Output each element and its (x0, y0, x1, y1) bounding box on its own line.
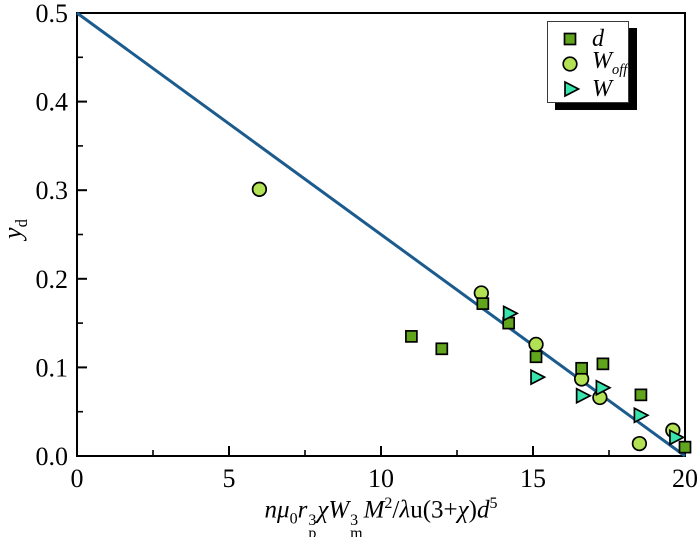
data-point-marker (563, 32, 577, 45)
data-point-marker (562, 55, 578, 72)
data-point-marker (405, 330, 418, 343)
y-tick-label: 0.3 (36, 176, 69, 205)
legend: d Woff W (547, 21, 629, 103)
y-axis-label: yd (0, 200, 34, 258)
data-point-marker (669, 428, 686, 446)
label-token: ) (468, 496, 477, 524)
plot-frame (76, 12, 686, 457)
x-axis-label: nμ0r 3 p χW 3 m M2/λu(3+χ)d5 (77, 494, 685, 537)
legend-item-w: W (548, 76, 628, 101)
x-tick-label: 10 (368, 464, 394, 493)
data-point-marker (575, 361, 588, 375)
label-token: χ (317, 496, 329, 524)
circle-marker-icon (557, 55, 583, 73)
label-token: (3+ (422, 496, 458, 524)
data-point-marker (596, 357, 610, 371)
label-token: W (328, 496, 350, 524)
y-tick-label: 0.1 (36, 353, 69, 382)
legend-label-w-off: Woff (592, 48, 628, 79)
legend-marker-canvas (562, 55, 578, 72)
data-point-marker (435, 342, 449, 356)
legend-item-d: d (548, 26, 628, 51)
label-token: r (297, 496, 308, 524)
label-token: 0 (289, 510, 298, 528)
x-tick-label: 15 (520, 464, 546, 493)
label-token: d (476, 496, 490, 524)
data-point-marker (564, 80, 581, 97)
data-point-marker (251, 181, 268, 197)
label-token: 2 (384, 495, 393, 512)
label-token: λ (399, 496, 411, 524)
label-token: d (12, 219, 32, 228)
data-point-marker (529, 350, 543, 364)
square-marker-icon (557, 30, 583, 48)
triangle-right-marker-icon (557, 80, 583, 98)
y-tick-label: 0.2 (36, 265, 69, 294)
y-tick-label: 0.5 (36, 0, 69, 28)
data-point-marker (595, 379, 612, 397)
y-tick-label: 0.4 (36, 88, 69, 117)
label-token: μ (277, 496, 290, 524)
label-token: 5 (489, 495, 498, 512)
label-token: χ (457, 496, 469, 524)
data-point-marker (528, 336, 544, 353)
x-tick-label: 0 (71, 464, 84, 493)
legend-item-w-off: Woff (548, 48, 628, 79)
data-point-marker (502, 304, 520, 322)
label-token: y (0, 227, 27, 239)
legend-marker-canvas (564, 80, 581, 97)
data-point-marker (633, 406, 650, 424)
data-point-marker (631, 435, 648, 452)
data-point-marker (476, 297, 490, 310)
data-point-marker (678, 440, 692, 454)
data-point-marker (530, 368, 547, 386)
label-token: u (410, 496, 423, 524)
data-point-marker (575, 387, 592, 405)
x-tick-label: 20 (672, 464, 698, 493)
x-tick-label: 5 (223, 464, 236, 493)
legend-label-d: d (592, 25, 604, 52)
label-token: / (392, 496, 400, 524)
legend-label-subscript: off (612, 62, 628, 79)
data-point-marker (634, 388, 648, 402)
legend-label-w: W (592, 75, 612, 102)
label-token: M (363, 496, 385, 524)
label-token: n (264, 496, 278, 524)
legend-marker-canvas (563, 32, 577, 45)
y-tick-label: 0.0 (36, 442, 69, 471)
